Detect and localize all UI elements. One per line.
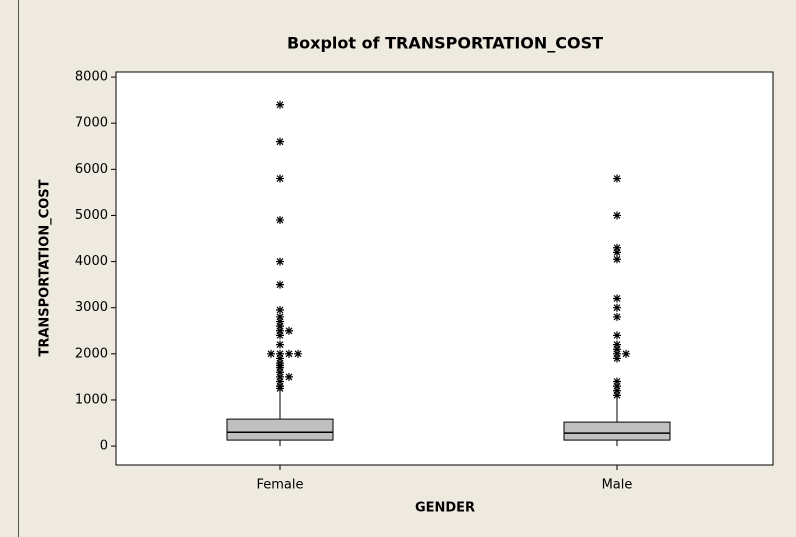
outlier <box>613 312 621 321</box>
outlier <box>613 248 621 257</box>
y-tick-label: 6000 <box>75 162 108 177</box>
outlier <box>276 377 284 386</box>
box <box>563 421 671 441</box>
outlier <box>285 372 293 381</box>
outlier <box>613 255 621 264</box>
y-tick-label: 4000 <box>75 254 108 269</box>
outlier <box>613 340 621 349</box>
outlier <box>276 257 284 266</box>
outlier <box>613 243 621 252</box>
outlier <box>613 382 621 391</box>
outlier <box>276 326 284 335</box>
outlier <box>276 280 284 289</box>
outlier <box>613 211 621 220</box>
outlier <box>613 391 621 400</box>
x-axis-label: GENDER <box>415 501 475 516</box>
box <box>226 418 334 441</box>
outlier <box>622 349 630 358</box>
outlier <box>613 349 621 358</box>
outlier <box>276 372 284 381</box>
outlier <box>276 174 284 183</box>
x-tick-label: Male <box>602 478 633 493</box>
outlier <box>613 377 621 386</box>
outlier <box>276 216 284 225</box>
outlier <box>276 306 284 315</box>
y-tick-label: 2000 <box>75 346 108 361</box>
y-tick-label: 5000 <box>75 208 108 223</box>
outlier <box>285 349 293 358</box>
plot-area <box>115 71 774 466</box>
outlier <box>613 345 621 354</box>
chart-title: Boxplot of TRANSPORTATION_COST <box>287 34 603 53</box>
outlier <box>613 354 621 363</box>
outlier <box>613 386 621 395</box>
x-tick-label: Female <box>256 478 303 493</box>
outlier <box>276 100 284 109</box>
outlier <box>276 317 284 326</box>
outlier <box>276 312 284 321</box>
outlier <box>613 294 621 303</box>
outlier <box>276 331 284 340</box>
outlier <box>613 174 621 183</box>
outlier <box>276 384 284 393</box>
outlier <box>276 137 284 146</box>
outlier <box>276 363 284 372</box>
outlier <box>294 349 302 358</box>
outlier <box>613 331 621 340</box>
y-tick-label: 0 <box>100 439 108 454</box>
outlier <box>276 322 284 331</box>
y-tick-label: 1000 <box>75 392 108 407</box>
outlier <box>276 354 284 363</box>
outlier <box>276 368 284 377</box>
y-axis-label: TRANSPORTATION_COST <box>38 179 53 356</box>
y-tick-label: 8000 <box>75 70 108 85</box>
outlier <box>613 303 621 312</box>
y-tick-label: 7000 <box>75 116 108 131</box>
outlier <box>267 349 275 358</box>
y-tick-label: 3000 <box>75 300 108 315</box>
outlier <box>285 326 293 335</box>
outlier <box>276 340 284 349</box>
outlier <box>276 349 284 358</box>
